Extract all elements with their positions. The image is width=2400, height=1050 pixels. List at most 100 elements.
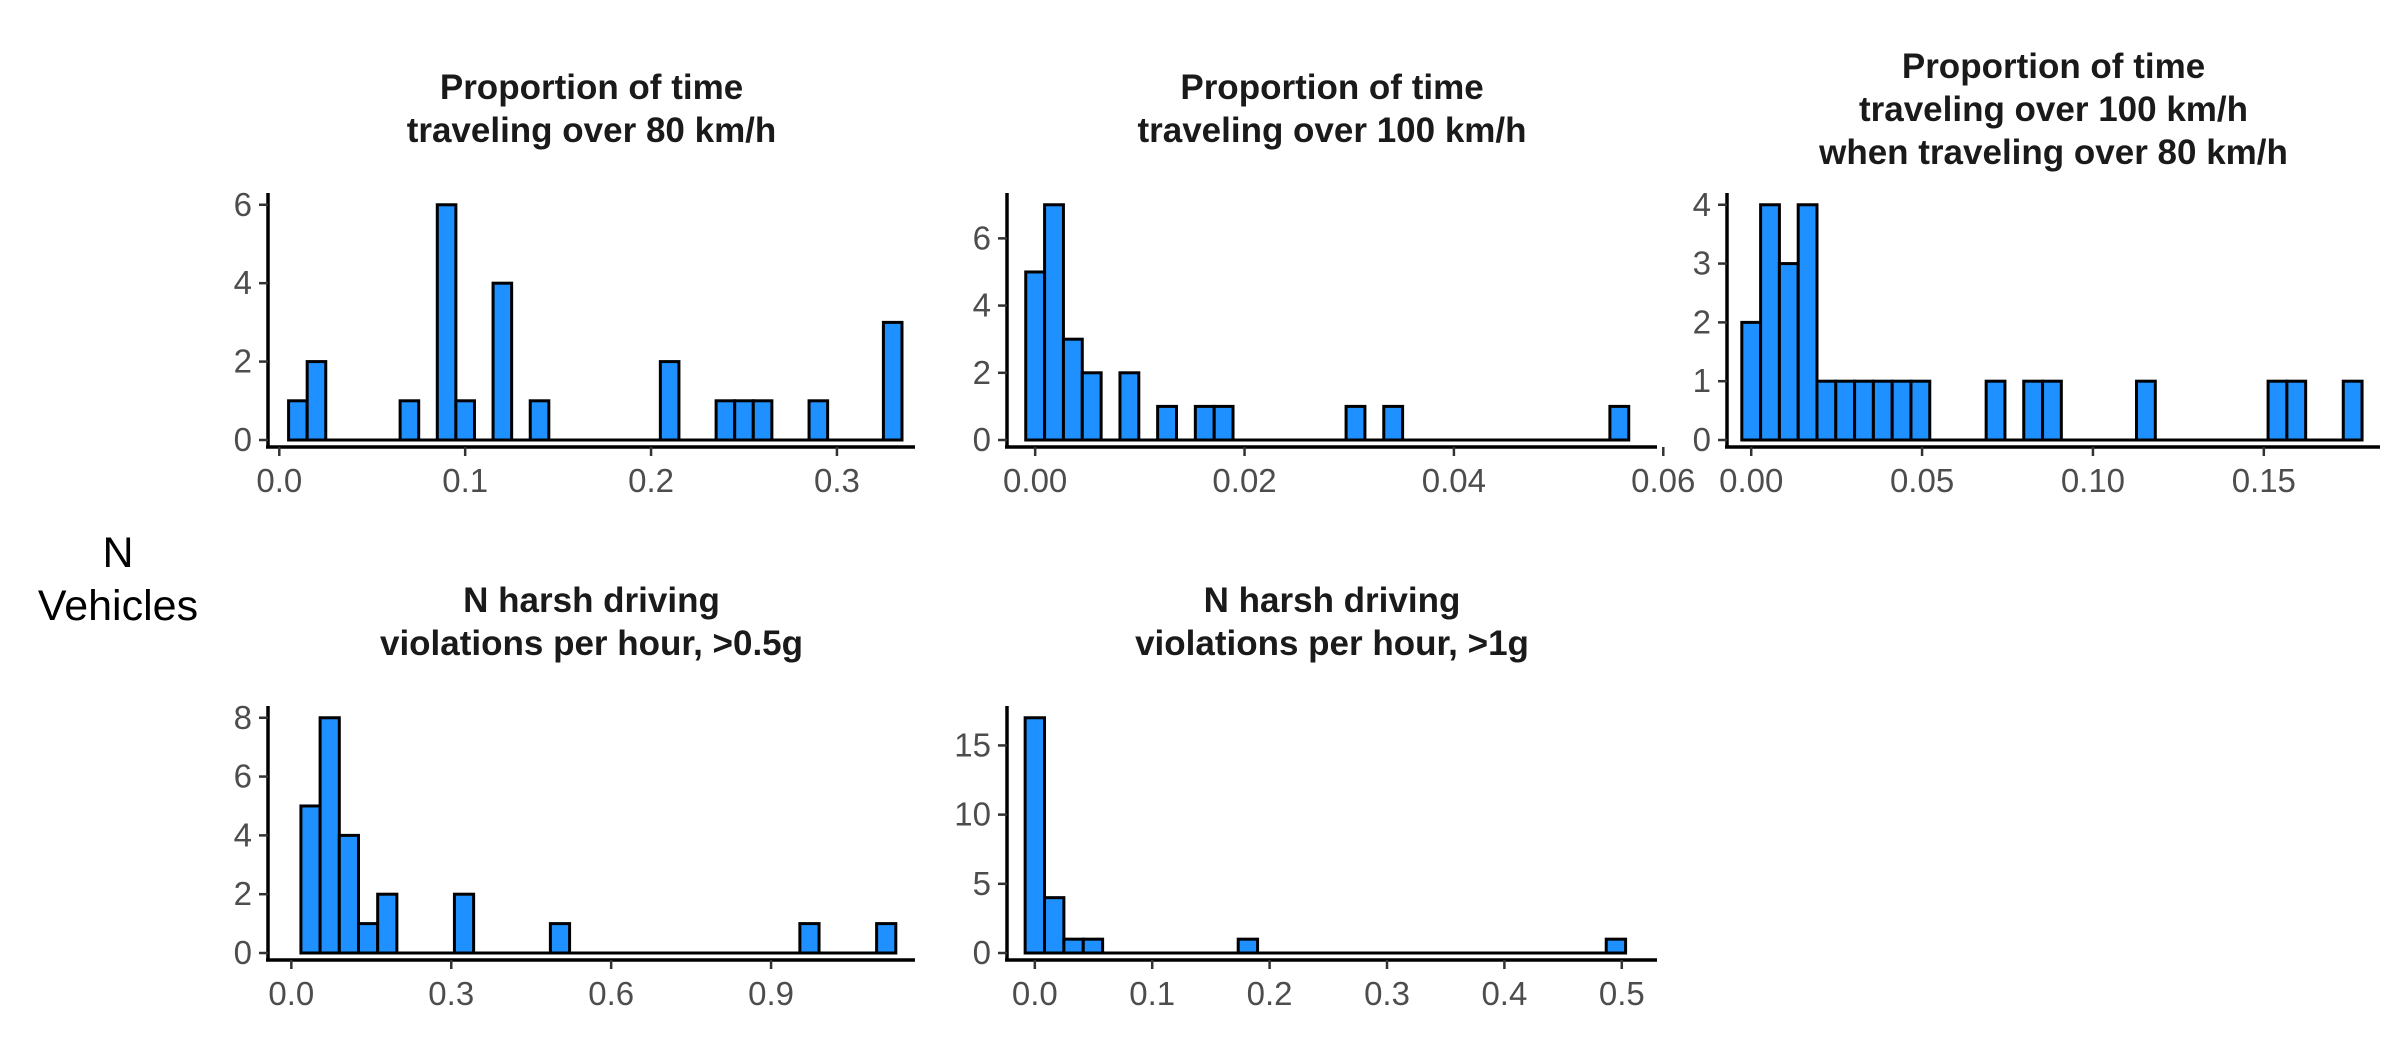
x-tick-label: 0.1 — [1129, 975, 1175, 1012]
x-tick-label: 0.2 — [1247, 975, 1293, 1012]
histogram-bar — [1043, 896, 1066, 955]
panel-1: Proportion of time traveling over 80 km/h… — [234, 68, 915, 499]
histogram-bar — [376, 892, 399, 955]
histogram-bar — [1118, 371, 1141, 442]
y-tick-label: 4 — [973, 287, 991, 324]
x-tick-label: 0.5 — [1599, 975, 1645, 1012]
y-tick-label: 0 — [234, 934, 252, 971]
x-tick-label: 0.4 — [1481, 975, 1527, 1012]
histogram-bar — [2266, 379, 2289, 442]
y-tick-label: 1 — [1693, 362, 1711, 399]
x-tick-label: 0.05 — [1890, 462, 1954, 499]
histogram-bar — [548, 922, 572, 955]
histogram-bar — [1023, 716, 1047, 955]
y-tick-label: 8 — [234, 699, 252, 736]
panel-title-line: N harsh driving — [1204, 581, 1461, 620]
histogram-bar — [318, 716, 341, 955]
histogram-bar — [1156, 404, 1178, 442]
histogram-bar — [1740, 320, 1763, 442]
histogram-bar — [1759, 203, 1781, 442]
y-tick-label: 2 — [1693, 303, 1711, 340]
histogram-bar — [305, 360, 328, 442]
x-tick-label: 0.3 — [428, 975, 474, 1012]
histogram-bar — [2022, 379, 2045, 442]
y-tick-label: 5 — [973, 865, 991, 902]
histogram-bar — [1909, 379, 1932, 442]
x-tick-label: 0.6 — [588, 975, 634, 1012]
histogram-bar — [1984, 379, 2007, 442]
y-tick-label: 4 — [234, 264, 252, 301]
histogram-bar — [1236, 937, 1260, 955]
histogram-bar — [1777, 262, 1800, 442]
histogram-bar — [1608, 404, 1631, 442]
y-tick-label: 0 — [973, 934, 991, 971]
x-tick-label: 0.0 — [1012, 975, 1058, 1012]
x-tick-label: 0.00 — [1719, 462, 1783, 499]
x-tick-label: 0.04 — [1422, 462, 1486, 499]
histogram-bar — [1024, 270, 1047, 442]
x-tick-label: 0.02 — [1212, 462, 1276, 499]
histogram-bar — [2341, 379, 2364, 442]
histogram-bar — [1344, 404, 1367, 442]
panel-2: Proportion of time traveling over 100 km/… — [973, 68, 1696, 499]
histogram-bar — [733, 399, 755, 442]
panel-title-line: Proportion of time — [1180, 68, 1483, 107]
histogram-bar — [1061, 337, 1084, 442]
y-tick-label: 0 — [973, 421, 991, 458]
panel-title-line: violations per hour, >0.5g — [380, 624, 803, 663]
panel-4: N harsh driving violations per hour, >0.5… — [234, 581, 915, 1012]
histogram-bar — [658, 360, 681, 442]
histogram-bar — [1081, 937, 1105, 955]
panel-title-line: when traveling over 80 km/h — [1818, 133, 2288, 172]
histogram-bar — [1382, 404, 1405, 442]
x-tick-label: 0.06 — [1631, 462, 1695, 499]
x-tick-label: 0.3 — [814, 462, 860, 499]
histogram-bar — [2135, 379, 2157, 442]
x-tick-label: 0.3 — [1364, 975, 1410, 1012]
y-tick-label: 6 — [234, 758, 252, 795]
y-tick-label: 3 — [1693, 245, 1711, 282]
histogram-bar — [875, 922, 898, 955]
x-tick-label: 0.0 — [268, 975, 314, 1012]
histogram-bar — [881, 320, 904, 442]
y-axis-title-line-2: Vehicles — [38, 582, 198, 630]
panel-title-line: Proportion of time — [440, 68, 743, 107]
panel-title-line: Proportion of time — [1902, 47, 2205, 86]
histogram-bar — [1815, 379, 1838, 442]
histogram-bar — [1796, 203, 1819, 442]
histogram-bar — [1212, 404, 1235, 442]
histogram-bar — [454, 399, 476, 442]
x-tick-label: 0.10 — [2061, 462, 2125, 499]
histogram-bar — [2285, 379, 2308, 442]
histogram-bar — [1890, 379, 1913, 442]
histogram-bar — [452, 892, 476, 955]
histogram-bar — [1193, 404, 1216, 442]
panel-title-line: traveling over 80 km/h — [407, 111, 777, 150]
histogram-bar — [798, 922, 821, 955]
x-tick-label: 0.9 — [748, 975, 794, 1012]
histogram-bar — [398, 399, 421, 442]
histogram-bar — [1853, 379, 1875, 442]
panel-title-line: traveling over 100 km/h — [1137, 111, 1526, 150]
y-tick-label: 2 — [973, 354, 991, 391]
histogram-bar — [714, 399, 737, 442]
panel-title-line: N harsh driving — [463, 581, 720, 620]
histogram-bar — [356, 922, 380, 955]
histogram-bar — [1043, 203, 1065, 442]
x-tick-label: 0.00 — [1003, 462, 1067, 499]
panel-5: N harsh driving violations per hour, >1g 0… — [954, 581, 1657, 1012]
x-tick-label: 0.15 — [2232, 462, 2296, 499]
x-tick-label: 0.2 — [628, 462, 674, 499]
histogram-bar — [287, 399, 309, 442]
histogram-bar — [807, 399, 830, 442]
histogram-bar — [1604, 937, 1628, 955]
histogram-bar — [751, 399, 774, 442]
y-tick-label: 10 — [954, 796, 991, 833]
histogram-bar — [1062, 937, 1085, 955]
y-tick-label: 2 — [234, 343, 252, 380]
histogram-bar — [2041, 379, 2063, 442]
panel-title-line: traveling over 100 km/h — [1859, 90, 2248, 129]
histogram-bar — [491, 281, 514, 442]
histogram-bar — [1834, 379, 1857, 442]
histogram-bar — [435, 203, 458, 442]
